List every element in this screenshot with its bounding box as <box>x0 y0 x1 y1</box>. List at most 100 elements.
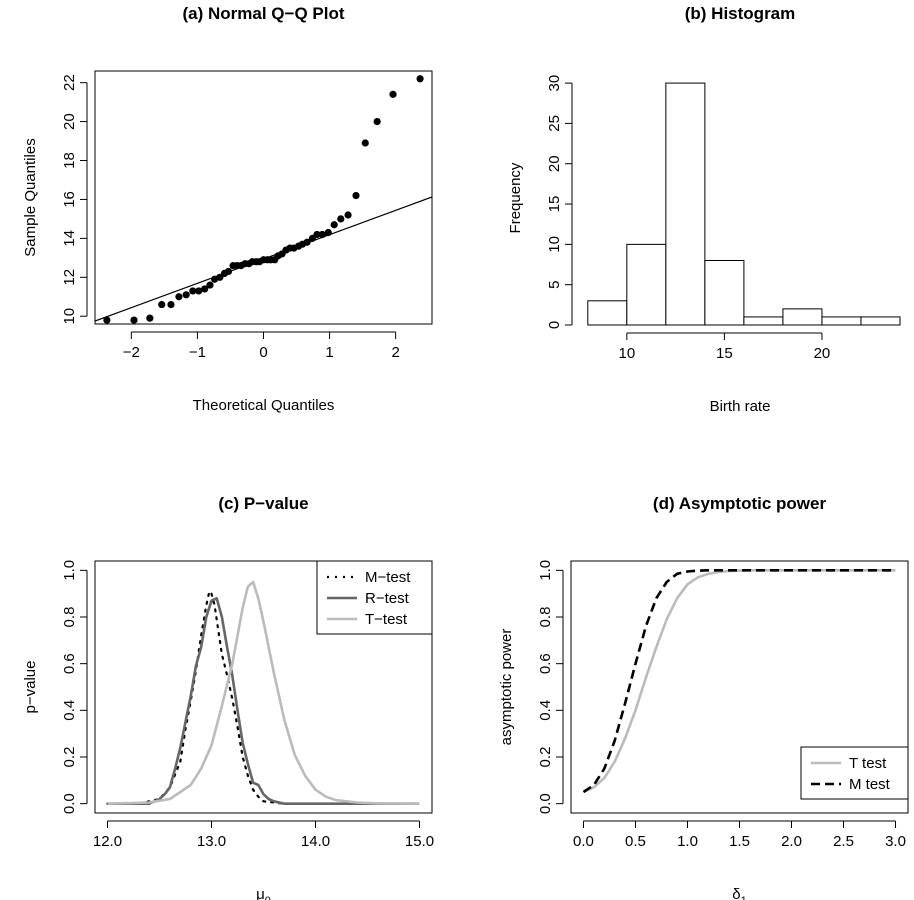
y-tick-label: 0.6 <box>61 653 78 674</box>
data-point <box>318 230 326 239</box>
y-tick-label: 10 <box>546 236 563 253</box>
x-tick-label: 2.5 <box>833 833 854 850</box>
data-point <box>303 238 311 246</box>
x-tick-label: 15.0 <box>405 833 434 850</box>
data-point <box>324 228 332 237</box>
panel-p-value: (c) P−value 12.0 13.0 14.0 15.0 0.0 0.2 0.4 0.6 0… <box>22 494 434 900</box>
data-point <box>224 267 233 276</box>
y-tick-label: 20 <box>61 113 78 130</box>
y-axis-label: p−value <box>22 661 39 714</box>
data-point <box>182 291 190 299</box>
y-axis-label: Sample Quantiles <box>22 138 39 256</box>
y-tick-label: 0.0 <box>61 793 78 814</box>
y-tick-label: 16 <box>61 191 78 208</box>
x-tick-label: 20 <box>814 345 831 362</box>
y-axis-label: Frequency <box>507 162 524 233</box>
chart-title: (b) Histogram <box>685 4 796 23</box>
y-tick-label: 18 <box>61 152 78 169</box>
y-tick-label: 5 <box>546 281 563 289</box>
x-tick-label: 3.0 <box>885 833 906 850</box>
data-point <box>201 285 209 293</box>
data-point <box>361 139 369 147</box>
legend-label: T−test <box>365 611 408 628</box>
x-tick-label: 0.0 <box>573 833 594 850</box>
y-tick-label: 25 <box>546 115 563 132</box>
y-tick-label: 20 <box>546 155 563 172</box>
data-point <box>158 300 166 309</box>
data-point <box>103 316 111 324</box>
data-point <box>337 215 345 223</box>
legend-label: M test <box>849 776 891 793</box>
y-tick-label: 0 <box>546 321 563 329</box>
histogram-bar <box>821 316 862 326</box>
x-tick-label: 12.0 <box>93 833 122 850</box>
data-point <box>352 191 360 200</box>
y-tick-label: 1.0 <box>61 560 78 581</box>
legend-box <box>800 746 909 800</box>
y-tick-label: 14 <box>61 230 78 247</box>
y-tick-label: 0.4 <box>537 700 554 721</box>
y-tick-label: 0.0 <box>537 793 554 814</box>
legend-label: R−test <box>365 590 410 607</box>
histogram-bar <box>587 300 628 326</box>
series-line-m-test <box>106 590 421 805</box>
legend-label: T test <box>849 755 887 772</box>
histogram-bar <box>743 316 784 326</box>
y-tick-label: 0.4 <box>61 700 78 721</box>
x-tick-label: 2 <box>391 344 399 361</box>
x-tick-label: 1 <box>325 344 333 361</box>
x-tick-label: 0.5 <box>625 833 646 850</box>
data-point <box>344 211 352 219</box>
x-axis-label: Theoretical Quantiles <box>193 397 335 414</box>
y-tick-label: 12 <box>61 269 78 286</box>
y-tick-label: 1.0 <box>537 560 554 581</box>
series-line-m-test <box>582 568 896 794</box>
x-axis-label: Birth rate <box>710 398 771 415</box>
x-tick-label: 15 <box>716 345 733 362</box>
data-point <box>206 281 214 289</box>
data-point <box>330 221 338 229</box>
data-point <box>130 316 138 324</box>
data-point <box>416 75 424 83</box>
y-tick-label: 22 <box>61 74 78 91</box>
data-point <box>146 314 154 322</box>
data-point <box>189 287 197 295</box>
x-tick-label: 13.0 <box>197 833 226 850</box>
histogram-bar <box>704 259 745 326</box>
x-tick-label: 0 <box>259 344 267 361</box>
y-tick-label: 15 <box>546 196 563 213</box>
plot-frame <box>570 560 909 814</box>
panel-qq-plot: (a) Normal Q−Q Plot−2 −1 0 1 210121416182022… <box>22 4 433 414</box>
histogram-bar <box>782 308 823 326</box>
x-tick-label: 14.0 <box>301 833 330 850</box>
x-tick-label: 2.0 <box>781 833 802 850</box>
data-point <box>195 287 203 295</box>
plot-frame <box>94 70 433 325</box>
data-point <box>313 230 321 239</box>
y-tick-label: 0.2 <box>61 747 78 768</box>
y-tick-label: 10 <box>61 308 78 325</box>
data-point <box>175 293 183 301</box>
x-tick-label: 1.0 <box>677 833 698 850</box>
chart-title: (a) Normal Q−Q Plot <box>183 4 345 23</box>
series-line-r-test <box>107 596 420 806</box>
data-point <box>389 90 397 98</box>
y-tick-label: 30 <box>546 75 563 92</box>
y-tick-label: 0.6 <box>537 653 554 674</box>
y-axis-label: asymptotic power <box>498 629 515 746</box>
x-tick-label: −1 <box>189 344 206 361</box>
y-tick-label: 0.8 <box>61 607 78 628</box>
chart-title: (d) Asymptotic power <box>653 494 827 513</box>
series-line-t-test <box>107 580 420 805</box>
chart-title: (c) P−value <box>218 494 308 513</box>
x-tick-label: 1.5 <box>729 833 750 850</box>
y-tick-label: 0.8 <box>537 607 554 628</box>
panel-histogram: (b) Histogram 10 15 20 0 5 10 15 20 25 30 Birth rat… <box>507 4 901 415</box>
data-point <box>167 300 175 309</box>
data-point <box>373 118 381 126</box>
histogram-bar <box>665 82 706 326</box>
legend-label: M−test <box>365 569 411 586</box>
x-axis-label: μ0 <box>256 886 271 900</box>
plot-frame <box>94 560 433 814</box>
